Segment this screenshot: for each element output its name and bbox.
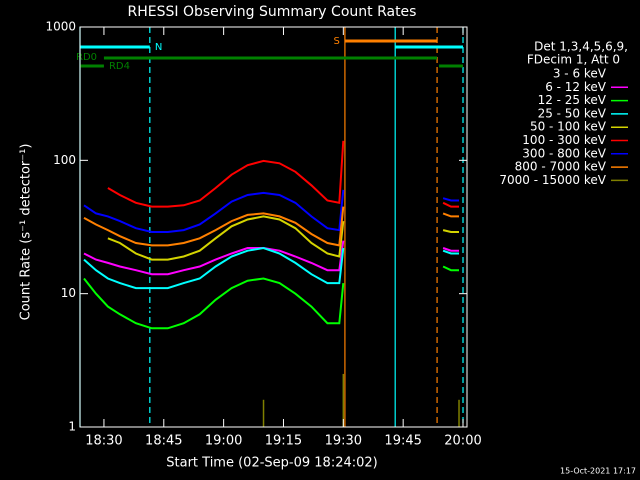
legend-label: 25 - 50 keV	[538, 106, 607, 120]
legend-label: 6 - 12 keV	[545, 80, 607, 94]
series-line	[83, 240, 345, 276]
flag-label: S	[334, 36, 340, 47]
y-tick-label: 1	[68, 420, 76, 434]
series-line	[442, 265, 459, 272]
x-tick-label: 19:45	[384, 434, 421, 449]
footer: 15-Oct-2021 17:17	[560, 467, 636, 476]
legend-label: 12 - 25 keV	[538, 93, 607, 107]
series-line	[442, 212, 459, 218]
series-line	[442, 197, 459, 202]
y-tick-label: 1000	[45, 20, 76, 34]
y-axis-label: Count Rate (s⁻¹ detector⁻¹)	[19, 144, 34, 321]
x-tick-label: 18:45	[145, 434, 182, 449]
x-tick-label: 18:30	[85, 434, 122, 449]
x-tick-label: 19:30	[325, 434, 362, 449]
legend-label: 800 - 7000 keV	[515, 160, 607, 174]
series-line	[442, 247, 459, 252]
y-tick-label: 10	[61, 286, 76, 300]
legend-header: FDecim 1, Att 0	[527, 53, 620, 67]
legend-label: 300 - 800 keV	[522, 146, 606, 160]
legend-label: 50 - 100 keV	[530, 120, 607, 134]
x-axis-label: Start Time (02-Sep-09 18:24:02)	[166, 456, 377, 471]
series-line	[442, 258, 459, 264]
series-line	[83, 189, 345, 233]
flag-label: RD4	[109, 61, 130, 72]
plot-frame	[79, 26, 468, 428]
flag-label: N	[155, 42, 162, 53]
flag-label: RD0	[76, 52, 97, 63]
x-tick-label: 19:00	[205, 434, 242, 449]
series-line	[83, 246, 345, 290]
series-line	[442, 201, 459, 208]
legend-label: 3 - 6 keV	[553, 67, 607, 81]
legend-label: 7000 - 15000 keV	[499, 173, 606, 187]
series-line	[83, 267, 345, 312]
chart-title: RHESSI Observing Summary Count Rates	[128, 4, 417, 20]
series-line	[83, 277, 345, 330]
x-tick-label: 20:00	[444, 434, 481, 449]
series-line	[442, 229, 459, 233]
series-line	[442, 249, 459, 255]
legend-header: Det 1,3,4,5,6,9,	[534, 40, 628, 54]
y-tick-label: 100	[53, 153, 76, 167]
series-line	[107, 140, 345, 208]
series-line	[83, 206, 345, 247]
legend-label: 100 - 300 keV	[522, 133, 606, 147]
x-tick-label: 19:15	[265, 434, 302, 449]
series-line	[107, 215, 345, 261]
